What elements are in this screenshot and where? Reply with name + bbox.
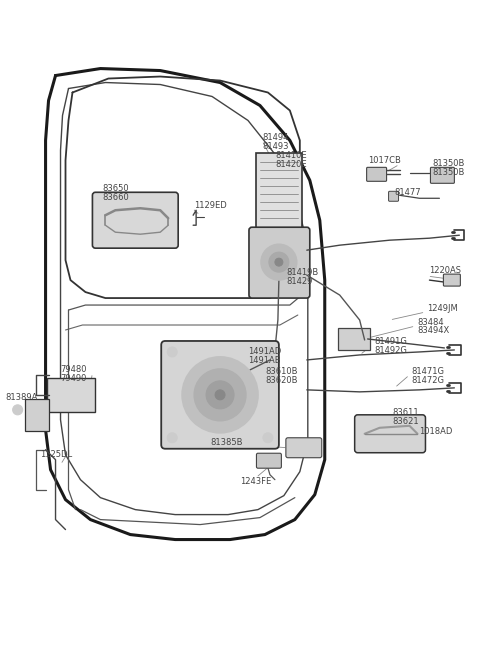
Text: 81492G: 81492G xyxy=(374,346,408,356)
Text: 81389A: 81389A xyxy=(6,394,38,402)
FancyBboxPatch shape xyxy=(286,438,322,458)
Text: 81350B: 81350B xyxy=(432,159,465,168)
Text: 1220AS: 1220AS xyxy=(430,266,461,274)
Circle shape xyxy=(263,347,273,357)
FancyBboxPatch shape xyxy=(161,341,279,449)
Text: 79490: 79490 xyxy=(60,375,87,383)
Circle shape xyxy=(269,252,289,272)
Circle shape xyxy=(12,405,23,415)
Text: 81491G: 81491G xyxy=(374,337,408,346)
FancyBboxPatch shape xyxy=(249,227,310,298)
Text: 81410E: 81410E xyxy=(275,151,307,160)
Text: 83611: 83611 xyxy=(393,408,419,417)
Text: 81471G: 81471G xyxy=(411,367,444,377)
Text: 1129ED: 1129ED xyxy=(194,201,227,210)
Text: 81477: 81477 xyxy=(395,188,421,196)
Text: 1018AD: 1018AD xyxy=(420,427,453,436)
Text: 81472G: 81472G xyxy=(411,377,444,385)
Circle shape xyxy=(206,381,234,409)
Text: 81385B: 81385B xyxy=(210,438,242,447)
FancyBboxPatch shape xyxy=(256,153,302,233)
Text: 1491AB: 1491AB xyxy=(248,356,281,365)
FancyBboxPatch shape xyxy=(93,193,178,248)
Circle shape xyxy=(182,357,258,433)
Text: 83650: 83650 xyxy=(102,184,129,193)
Circle shape xyxy=(215,390,225,400)
Circle shape xyxy=(261,244,297,280)
Text: 83610B: 83610B xyxy=(265,367,298,377)
FancyBboxPatch shape xyxy=(389,191,398,201)
Text: 83620B: 83620B xyxy=(265,377,298,385)
Circle shape xyxy=(167,347,177,357)
Text: 1243FE: 1243FE xyxy=(240,477,272,486)
Text: 83621: 83621 xyxy=(393,417,419,426)
Text: 81494: 81494 xyxy=(262,133,288,142)
Text: 1249JM: 1249JM xyxy=(428,303,458,312)
Circle shape xyxy=(275,258,283,266)
Text: 81429: 81429 xyxy=(287,276,313,286)
Text: 1491AD: 1491AD xyxy=(248,347,281,356)
Text: 81420E: 81420E xyxy=(275,160,307,169)
Text: 79480: 79480 xyxy=(60,365,87,375)
FancyBboxPatch shape xyxy=(338,328,370,350)
FancyBboxPatch shape xyxy=(367,167,386,181)
Text: 1017CB: 1017CB xyxy=(368,156,400,165)
FancyBboxPatch shape xyxy=(355,415,425,453)
FancyBboxPatch shape xyxy=(47,378,96,412)
FancyBboxPatch shape xyxy=(431,167,455,183)
Circle shape xyxy=(194,369,246,421)
FancyBboxPatch shape xyxy=(256,453,281,468)
FancyBboxPatch shape xyxy=(444,274,460,286)
Text: 83484: 83484 xyxy=(418,318,444,326)
Text: 1125DL: 1125DL xyxy=(41,450,72,459)
Circle shape xyxy=(263,433,273,443)
Text: 81419B: 81419B xyxy=(287,268,319,276)
FancyBboxPatch shape xyxy=(24,399,48,431)
Text: 83494X: 83494X xyxy=(418,326,450,335)
Circle shape xyxy=(167,433,177,443)
Text: 83660: 83660 xyxy=(102,193,129,202)
Text: 81350B: 81350B xyxy=(432,168,465,177)
Text: 81493: 81493 xyxy=(262,142,288,151)
